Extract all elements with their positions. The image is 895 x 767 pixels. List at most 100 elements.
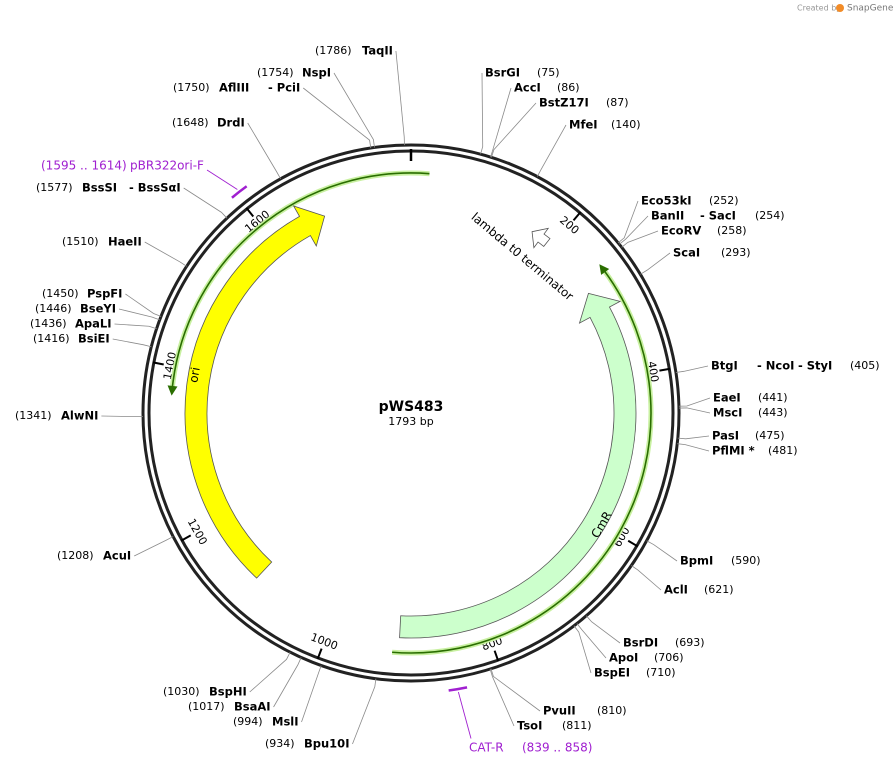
enzyme-site: (1648) bbox=[172, 116, 209, 129]
enzyme-site: (86) bbox=[557, 81, 580, 94]
primer-label: CAT-R bbox=[469, 741, 504, 755]
enzyme-label: PflMI * (481) bbox=[712, 444, 798, 458]
enzyme-name: Bpu10I bbox=[304, 737, 349, 751]
enzyme-label: AccI (86) bbox=[514, 81, 580, 95]
enzyme-leader bbox=[101, 415, 144, 418]
enzyme-label: ApoI (706) bbox=[609, 651, 684, 665]
enzyme-leader bbox=[491, 102, 537, 158]
enzyme-label: (1208) AcuI bbox=[57, 549, 131, 563]
enzyme-site: (258) bbox=[717, 224, 747, 237]
enzyme-name: EcoRV bbox=[661, 224, 701, 238]
enzyme-name: ApoI bbox=[609, 651, 638, 665]
primer-bar bbox=[231, 185, 248, 199]
enzyme-label: ScaI (293) bbox=[673, 246, 751, 260]
enzyme-leader bbox=[249, 652, 291, 693]
enzyme-name: BsrDI bbox=[623, 636, 658, 650]
enzyme-name: BanII bbox=[651, 209, 684, 223]
enzyme-leader bbox=[395, 50, 405, 146]
enzyme-name: BpmI bbox=[680, 554, 713, 568]
enzyme-site: (443) bbox=[758, 406, 788, 419]
enzyme-leader bbox=[301, 665, 322, 723]
enzyme-leader bbox=[352, 678, 377, 745]
enzyme-label: PasI (475) bbox=[712, 429, 785, 443]
enzyme-site: (994) bbox=[233, 715, 263, 728]
enzyme-name: HaeII bbox=[108, 235, 142, 249]
enzyme-label: (1786) TaqII bbox=[315, 44, 393, 58]
enzyme-site: (590) bbox=[731, 554, 761, 567]
enzyme-label: BanII - SacI (254) bbox=[651, 209, 785, 223]
enzyme-site: (1030) bbox=[163, 685, 200, 698]
enzyme-site: (1446) bbox=[35, 302, 72, 315]
enzyme-leader bbox=[586, 615, 621, 644]
enzyme-leader bbox=[489, 668, 515, 727]
enzyme-leader bbox=[112, 338, 152, 348]
feature-arrow bbox=[184, 205, 326, 579]
enzyme-label: (1017) BsaAI bbox=[188, 700, 271, 714]
enzyme-site: (481) bbox=[768, 444, 798, 457]
scale-tick bbox=[493, 650, 500, 662]
brand: SnapGene bbox=[847, 4, 894, 14]
enzyme-label: BsrDI (693) bbox=[623, 636, 705, 650]
enzyme-name: BssSI bbox=[82, 181, 117, 195]
enzyme-leader bbox=[333, 72, 375, 148]
enzyme-site: (254) bbox=[755, 209, 785, 222]
enzyme-name: EaeI bbox=[713, 391, 741, 405]
enzyme-name: ScaI bbox=[673, 246, 700, 260]
enzyme-site: (810) bbox=[597, 704, 627, 717]
enzyme-label: BstZ17I (87) bbox=[539, 96, 629, 110]
watermark: Created by bbox=[797, 4, 841, 13]
scale-tick bbox=[180, 534, 192, 542]
enzyme-label: (1436) ApaLI bbox=[30, 317, 112, 331]
enzyme-name: PflMI * bbox=[712, 444, 755, 458]
track-head bbox=[599, 264, 610, 275]
enzyme-name: AcuI bbox=[103, 549, 131, 563]
enzyme-leader bbox=[617, 200, 639, 244]
enzyme-name: TsoI bbox=[517, 719, 542, 733]
primer-site: (1595 .. 1614) bbox=[41, 159, 127, 173]
enzyme-label: (1450) PspFI bbox=[42, 287, 122, 301]
track bbox=[392, 270, 652, 654]
enzyme-label: BsrGI (75) bbox=[485, 66, 560, 80]
enzyme-leader bbox=[631, 565, 662, 591]
enzyme-name: AclI bbox=[664, 583, 688, 597]
enzyme-site: (710) bbox=[646, 666, 676, 679]
enzyme-leader bbox=[247, 122, 281, 180]
enzyme-site: (1754) bbox=[257, 66, 294, 79]
scale-tick bbox=[572, 211, 582, 222]
enzyme-label: AclI (621) bbox=[664, 583, 734, 597]
enzyme-site: (1208) bbox=[57, 549, 94, 562]
enzyme-site: (1017) bbox=[188, 700, 225, 713]
enzyme-leader bbox=[273, 657, 302, 708]
scale-label: 200 bbox=[557, 214, 581, 237]
enzyme-name: PasI bbox=[712, 429, 739, 443]
scale-tick bbox=[152, 361, 164, 366]
enzyme-site: (75) bbox=[537, 66, 560, 79]
enzyme-label: (1754) NspI bbox=[257, 66, 331, 80]
enzyme-leader bbox=[576, 623, 607, 659]
enzyme-site: (1436) bbox=[30, 317, 67, 330]
enzyme-name: BspEI bbox=[594, 666, 630, 680]
enzyme-label: MfeI (140) bbox=[569, 118, 641, 132]
enzyme-site: (693) bbox=[675, 636, 705, 649]
enzyme-name: MscI bbox=[713, 406, 742, 420]
enzyme-site: (1786) bbox=[315, 44, 352, 57]
enzyme-site: (1341) bbox=[15, 409, 52, 422]
enzyme-label: (994) MslI bbox=[233, 715, 299, 729]
enzyme-leader bbox=[677, 435, 710, 440]
scale-label: 1200 bbox=[185, 516, 210, 547]
enzyme-name: AlwNI bbox=[61, 409, 98, 423]
enzyme-leader bbox=[144, 241, 187, 267]
enzyme-site: (706) bbox=[654, 651, 684, 664]
enzyme-leader bbox=[640, 252, 671, 275]
enzyme-name: - BssSαI bbox=[129, 181, 181, 195]
enzyme-name: - PciI bbox=[268, 81, 300, 95]
enzyme-leader bbox=[675, 365, 709, 373]
enzyme-label: Eco53kI (252) bbox=[641, 194, 739, 208]
enzyme-name: PvuII bbox=[543, 704, 576, 718]
enzyme-name: - SacI bbox=[700, 209, 736, 223]
enzyme-leader bbox=[303, 87, 372, 149]
primer-site: (839 .. 858) bbox=[522, 741, 592, 755]
enzyme-name: NspI bbox=[302, 66, 331, 80]
plasmid-length: 1793 bp bbox=[388, 415, 433, 428]
